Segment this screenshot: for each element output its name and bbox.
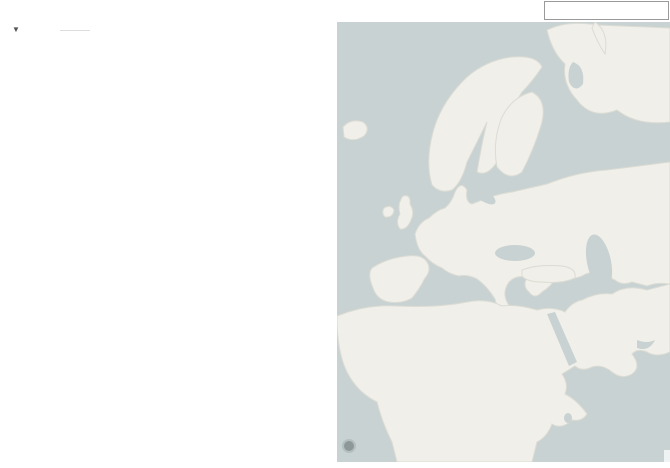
mapbox-icon (342, 439, 356, 453)
phylogeny-tree-canvas[interactable] (0, 0, 335, 468)
landmass-shapes (337, 22, 670, 462)
transmissions-map-canvas[interactable] (337, 22, 670, 462)
map-base-layer (337, 22, 670, 462)
dropdown-rule (60, 30, 90, 31)
color-by-dropdown[interactable]: ▼ (10, 23, 20, 35)
chevron-down-icon: ▼ (12, 25, 20, 34)
explore-data-button[interactable] (544, 1, 669, 20)
map-attribution (664, 450, 670, 462)
mapbox-logo[interactable] (342, 439, 358, 454)
